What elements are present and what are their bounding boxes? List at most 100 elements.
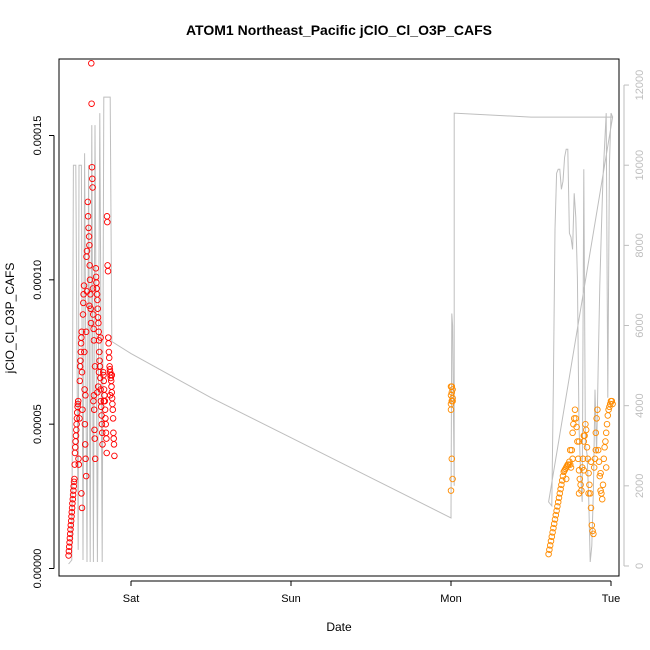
- data-point-series-2: [549, 529, 556, 536]
- y2-tick-label: 6000: [634, 313, 646, 337]
- data-point-series-1: [103, 449, 110, 457]
- data-point-series-1: [87, 305, 94, 312]
- data-point-series-2: [552, 511, 560, 519]
- data-point-series-2: [571, 406, 579, 413]
- data-point-series-1: [109, 415, 117, 422]
- data-point-series-1: [90, 325, 97, 333]
- data-point-series-1: [89, 184, 96, 191]
- data-point-series-1: [102, 420, 109, 428]
- data-point-series-1: [70, 482, 77, 490]
- data-point-series-1: [87, 319, 95, 327]
- data-point-series-1: [66, 534, 74, 542]
- data-point-series-1: [82, 392, 89, 399]
- data-point-series-2: [566, 446, 574, 454]
- x-tick-label: Mon: [440, 593, 461, 605]
- data-point-series-1: [103, 435, 110, 442]
- data-point-series-1: [71, 475, 78, 483]
- data-point-series-1: [76, 415, 83, 422]
- data-point-series-1: [89, 311, 97, 318]
- y-tick-label: 0.00000: [32, 549, 44, 589]
- data-point-series-1: [82, 455, 89, 463]
- data-point-series-2: [575, 438, 583, 445]
- data-point-series-1: [69, 491, 77, 499]
- plot-frame: [58, 58, 620, 577]
- x-axis-label: Date: [326, 620, 352, 634]
- data-point-series-2: [602, 429, 610, 437]
- data-point-series-1: [81, 441, 89, 448]
- data-point-series-1: [99, 441, 106, 448]
- data-point-series-2: [551, 516, 559, 523]
- data-point-series-2: [597, 469, 604, 477]
- data-point-series-1: [104, 267, 112, 275]
- data-point-series-2: [546, 546, 553, 553]
- data-point-series-1: [94, 296, 101, 304]
- data-point-series-2: [609, 400, 616, 408]
- data-point-series-2: [587, 504, 595, 512]
- data-point-series-1: [85, 233, 93, 240]
- data-point-series-2: [558, 477, 566, 484]
- data-point-series-2: [575, 490, 583, 497]
- scatter-points-layer: [65, 60, 616, 559]
- data-point-series-2: [587, 458, 595, 465]
- data-point-series-1: [82, 472, 90, 480]
- data-point-series-1: [66, 530, 74, 538]
- data-point-series-2: [596, 472, 604, 480]
- data-point-series-1: [88, 60, 95, 67]
- data-point-series-1: [67, 526, 74, 533]
- data-point-series-1: [83, 247, 91, 255]
- data-point-series-1: [80, 299, 87, 307]
- y-tick-label: 0.00010: [32, 260, 44, 300]
- data-point-series-2: [580, 467, 588, 474]
- data-point-series-1: [88, 163, 96, 171]
- data-point-series-1: [65, 543, 73, 551]
- data-point-series-1: [111, 452, 118, 460]
- data-point-series-1: [78, 368, 86, 376]
- data-point-series-1: [91, 455, 99, 463]
- data-point-series-2: [447, 406, 455, 413]
- data-point-series-2: [583, 444, 591, 451]
- data-point-series-2: [567, 464, 575, 471]
- data-point-series-2: [573, 423, 580, 431]
- x-tick-label: Sat: [123, 593, 140, 605]
- data-point-series-2: [579, 455, 587, 463]
- data-point-series-2: [569, 455, 576, 463]
- data-point-series-1: [110, 441, 118, 448]
- data-point-series-2: [605, 406, 612, 413]
- data-point-series-1: [81, 348, 88, 356]
- data-point-series-1: [97, 334, 104, 341]
- data-point-series-1: [84, 213, 92, 220]
- data-point-series-2: [554, 503, 561, 510]
- data-point-series-1: [104, 218, 111, 226]
- data-point-series-1: [98, 420, 106, 428]
- data-point-series-2: [554, 498, 562, 506]
- data-point-series-2: [569, 429, 576, 437]
- data-point-series-1: [69, 495, 77, 503]
- data-point-series-1: [105, 354, 113, 362]
- y2-tick-label: 2000: [634, 474, 646, 498]
- data-point-series-1: [101, 406, 109, 413]
- data-point-series-1: [90, 406, 98, 413]
- data-point-series-1: [76, 377, 84, 385]
- data-point-series-2: [598, 495, 606, 503]
- data-point-series-1: [95, 319, 102, 327]
- y-tick-label: 0.00015: [32, 116, 44, 156]
- data-point-series-2: [580, 432, 588, 439]
- y2-tick-label: 8000: [634, 233, 646, 257]
- data-point-series-1: [86, 302, 93, 310]
- data-point-series-1: [90, 392, 98, 399]
- data-point-series-2: [555, 494, 563, 502]
- data-point-series-2: [448, 455, 456, 463]
- data-point-series-1: [82, 328, 90, 336]
- data-point-series-2: [557, 485, 564, 493]
- data-point-series-1: [68, 513, 75, 520]
- data-point-series-2: [562, 475, 570, 483]
- data-point-series-1: [78, 490, 85, 497]
- data-point-series-1: [86, 276, 94, 284]
- data-point-series-2: [566, 461, 574, 468]
- data-point-series-2: [594, 406, 601, 413]
- data-point-series-1: [85, 224, 92, 232]
- data-point-series-1: [79, 406, 86, 413]
- y2-tick-label: 0: [634, 563, 646, 569]
- data-point-series-1: [77, 348, 85, 356]
